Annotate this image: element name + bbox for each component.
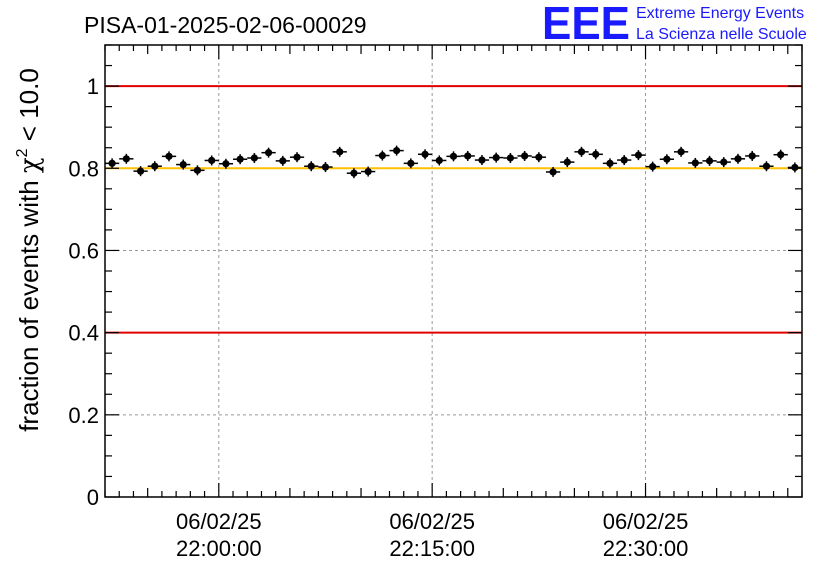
data-point-2 [133, 166, 148, 177]
data-point-38 [645, 161, 660, 172]
data-points [105, 145, 802, 179]
data-point-44 [730, 153, 746, 164]
data-point-29 [517, 150, 532, 161]
data-point-28 [503, 153, 518, 163]
data-point-19 [375, 150, 390, 161]
eee-logo: EEE Extreme Energy Events La Scienza nel… [542, 0, 807, 49]
y-tick-label-5: 1 [87, 74, 99, 99]
x-tick-time-2: 22:30:00 [603, 536, 689, 561]
data-point-36 [617, 155, 632, 166]
data-point-31 [545, 166, 561, 177]
y-tick-label-4: 0.8 [68, 156, 99, 181]
data-point-42 [702, 155, 717, 166]
data-point-14 [304, 161, 319, 172]
y-tick-label-2: 0.4 [68, 321, 99, 346]
x-tick-time-0: 22:00:00 [176, 536, 262, 561]
data-point-33 [574, 146, 589, 157]
plot-frame [104, 44, 803, 498]
data-point-47 [773, 149, 788, 160]
data-point-21 [403, 158, 418, 169]
y-tick-label-0: 0 [87, 485, 99, 510]
data-point-46 [759, 161, 774, 172]
data-point-23 [432, 155, 447, 166]
data-point-11 [261, 147, 276, 158]
data-point-16 [332, 146, 347, 157]
data-point-6 [190, 165, 205, 176]
logo-mark: EEE [542, 0, 630, 49]
data-point-48 [787, 162, 802, 173]
y-axis-label: fraction of events with χ2 < 10.0 [14, 68, 45, 432]
axes [104, 44, 803, 498]
data-point-32 [560, 157, 575, 168]
data-point-4 [161, 151, 177, 162]
logo-line1: Extreme Energy Events [636, 5, 804, 22]
data-point-15 [318, 162, 333, 173]
data-point-22 [417, 149, 433, 160]
data-point-18 [361, 166, 376, 177]
logo-line2: La Scienza nelle Scuole [636, 26, 807, 43]
reference-lines [105, 85, 802, 334]
data-point-5 [176, 159, 191, 170]
data-point-39 [659, 154, 674, 165]
data-point-3 [147, 161, 162, 172]
data-point-35 [602, 158, 618, 169]
x-tick-date-1: 06/02/25 [389, 509, 475, 534]
data-point-13 [289, 152, 305, 163]
data-point-24 [446, 151, 461, 162]
data-point-40 [673, 146, 689, 157]
data-point-25 [460, 150, 475, 161]
x-tick-date-2: 06/02/25 [603, 509, 689, 534]
y-tick-labels: 0 0.2 0.4 0.6 0.8 1 [68, 74, 99, 510]
data-point-10 [247, 153, 262, 163]
x-tick-time-1: 22:15:00 [389, 536, 475, 561]
data-point-1 [119, 153, 134, 164]
data-point-12 [275, 155, 290, 166]
data-point-26 [474, 155, 490, 166]
data-point-41 [688, 157, 703, 168]
data-point-30 [531, 152, 546, 163]
x-tick-labels: 06/02/2522:00:0006/02/2522:15:0006/02/25… [176, 509, 688, 561]
data-point-8 [218, 158, 234, 169]
data-point-37 [631, 150, 646, 161]
data-point-7 [204, 155, 219, 166]
data-point-34 [588, 149, 603, 160]
y-tick-label-3: 0.6 [68, 238, 99, 263]
data-point-9 [233, 154, 248, 165]
data-point-20 [389, 145, 404, 156]
y-tick-label-1: 0.2 [68, 403, 99, 428]
data-point-17 [346, 168, 362, 179]
x-tick-date-0: 06/02/25 [176, 509, 262, 534]
chart-title: PISA-01-2025-02-06-00029 [84, 12, 367, 38]
data-point-45 [745, 150, 760, 161]
grid [105, 45, 802, 497]
data-point-27 [489, 152, 504, 163]
data-point-43 [716, 157, 731, 168]
data-point-0 [105, 158, 120, 169]
